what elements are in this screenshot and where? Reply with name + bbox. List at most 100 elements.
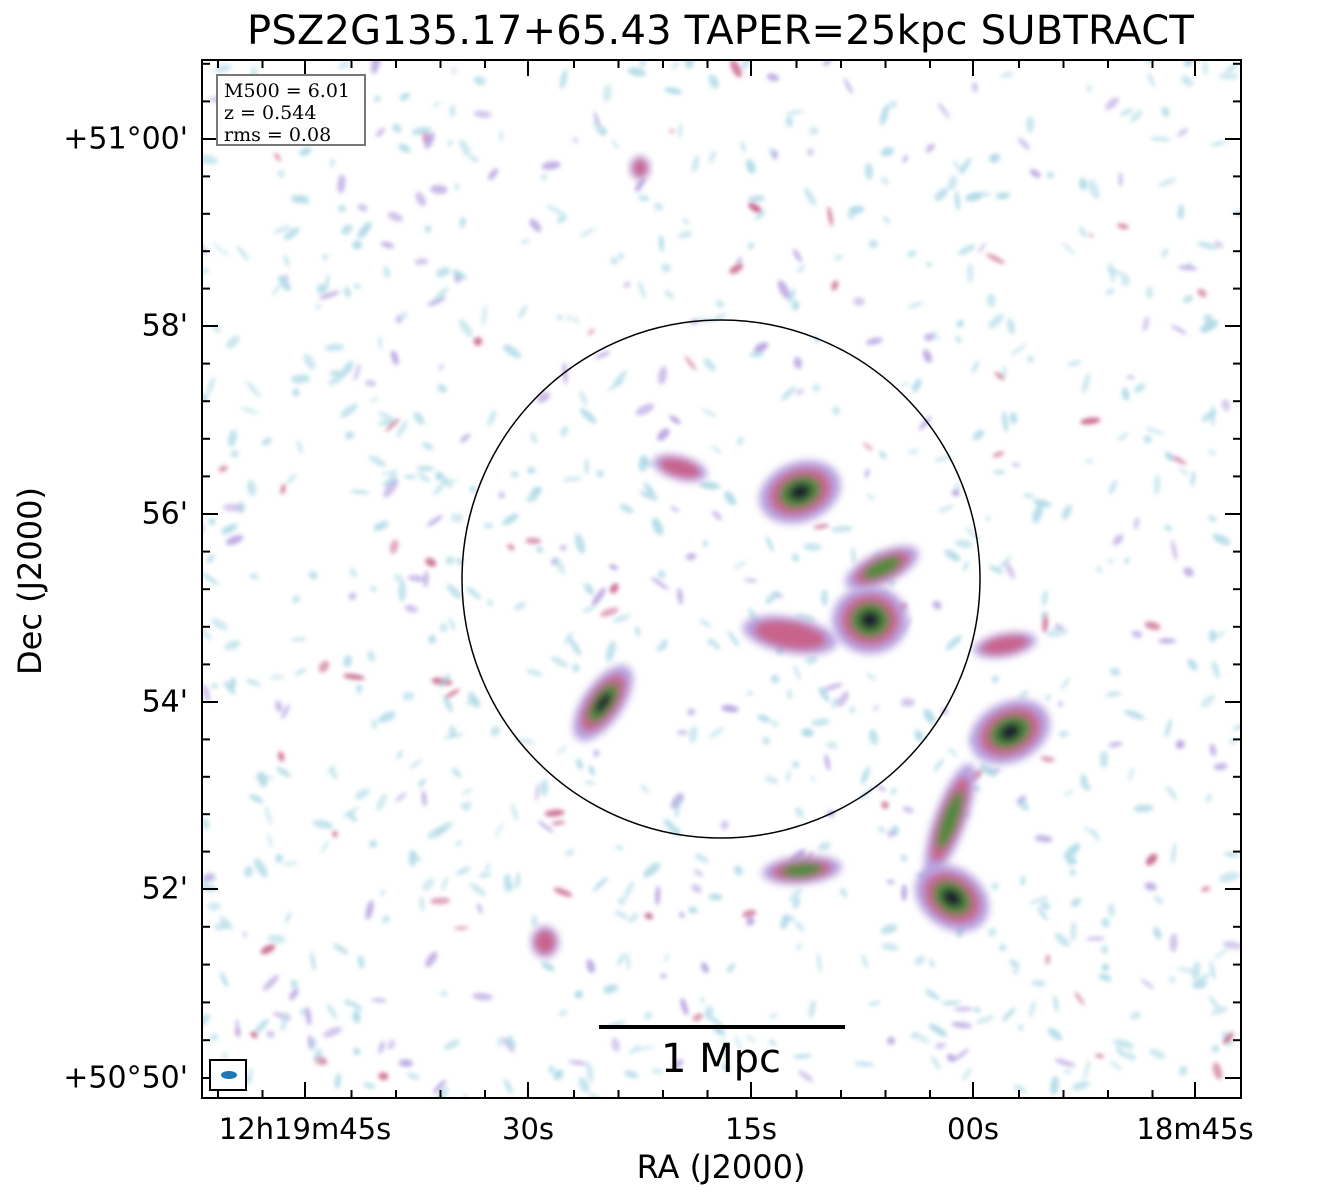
noise-blob: [325, 343, 345, 352]
source-east-lobe-level: [941, 888, 963, 908]
noise-blob: [813, 524, 830, 529]
noise-blob: [551, 820, 566, 826]
noise-blob: [795, 389, 804, 395]
noise-blob: [1164, 451, 1174, 462]
radio-sources: [531, 156, 1051, 958]
noise-blob: [1080, 417, 1101, 425]
noise-blob: [669, 415, 681, 424]
noise-blob: [226, 335, 240, 349]
noise-blob: [424, 225, 432, 233]
noise-blob: [1149, 136, 1171, 142]
noise-blob: [514, 602, 527, 611]
noise-blob: [711, 445, 722, 454]
noise-blob: [868, 1001, 881, 1006]
noise-blob: [310, 951, 316, 971]
noise-blob: [596, 470, 604, 478]
noise-blob: [510, 803, 519, 821]
noise-blob: [713, 643, 720, 650]
noise-blob: [423, 570, 429, 588]
noise-blob: [383, 479, 398, 498]
noise-blob: [243, 866, 253, 878]
noise-blob: [1028, 896, 1049, 905]
noise-blob: [1079, 226, 1087, 238]
noise-blob: [808, 999, 816, 1018]
noise-blob: [488, 168, 499, 181]
noise-blob: [267, 833, 273, 849]
noise-blob: [328, 374, 345, 386]
noise-blob: [955, 539, 973, 549]
noise-blob: [544, 809, 565, 817]
noise-blob: [1129, 1011, 1141, 1020]
noise-blob: [556, 214, 567, 224]
noise-blob: [221, 1052, 228, 1060]
x-tick-label: 15s: [724, 1112, 778, 1146]
noise-blob: [466, 587, 482, 600]
noise-blob: [202, 572, 219, 586]
noise-blob: [821, 589, 828, 607]
noise-blob: [925, 262, 933, 267]
noise-blob: [1143, 435, 1152, 443]
noise-blob: [1129, 110, 1143, 123]
y-tick-label: +51°00': [63, 121, 188, 157]
noise-blob: [275, 700, 283, 713]
noise-blob: [349, 567, 357, 578]
noise-blob: [1157, 177, 1177, 187]
noise-blob: [1086, 85, 1092, 93]
noise-blob: [1099, 750, 1109, 768]
noise-blob: [382, 477, 399, 487]
noise-blob: [881, 801, 889, 809]
noise-blob: [1057, 700, 1063, 708]
noise-blob: [1017, 137, 1030, 150]
noise-blob: [746, 159, 756, 174]
noise-blob: [1133, 517, 1140, 530]
noise-blob: [455, 557, 464, 565]
noise-blob: [639, 490, 659, 501]
noise-blob: [915, 1033, 930, 1044]
noise-blob: [1191, 961, 1201, 981]
noise-blob: [736, 436, 744, 446]
y-tick-label: 52': [141, 871, 188, 907]
noise-blob: [702, 408, 717, 418]
noise-blob: [290, 979, 298, 989]
noise-blob: [224, 640, 241, 651]
noise-blob: [506, 1035, 514, 1044]
noise-blob: [1222, 1032, 1234, 1045]
noise-blob: [724, 491, 736, 506]
noise-blob: [963, 561, 969, 572]
noise-blob: [1018, 689, 1029, 701]
noise-blob: [212, 325, 221, 333]
noise-blob: [341, 360, 354, 376]
noise-blob: [562, 476, 583, 482]
noise-blob: [212, 242, 230, 257]
noise-blob: [888, 100, 898, 109]
noise-blob: [206, 554, 215, 564]
source-faint-2: [531, 926, 559, 958]
noise-blob: [661, 263, 671, 273]
noise-blob: [1119, 108, 1134, 116]
noise-blob: [847, 207, 858, 220]
noise-blob: [579, 228, 596, 237]
noise-blob: [923, 708, 936, 724]
noise-blob: [1203, 313, 1213, 324]
noise-blob: [881, 942, 899, 951]
x-tick-label: 00s: [946, 1112, 1000, 1146]
noise-blob: [540, 173, 548, 181]
source-east-jet-level: [936, 790, 964, 850]
noise-blob: [433, 287, 449, 303]
noise-blob: [487, 409, 497, 427]
noise-blob: [822, 683, 843, 692]
noise-blob: [213, 922, 230, 930]
noise-blob: [337, 205, 347, 212]
noise-blob: [865, 468, 870, 479]
noise-blob: [747, 242, 754, 250]
noise-blob: [365, 900, 374, 920]
noise-blob: [988, 313, 1004, 329]
noise-blob: [771, 720, 779, 728]
noise-blob: [747, 195, 766, 202]
noise-blob: [792, 248, 802, 263]
noise-blob: [352, 1009, 361, 1024]
noise-blob: [638, 280, 646, 300]
noise-blob: [588, 1093, 601, 1098]
source-north: [759, 460, 841, 524]
noise-blob: [934, 455, 953, 462]
